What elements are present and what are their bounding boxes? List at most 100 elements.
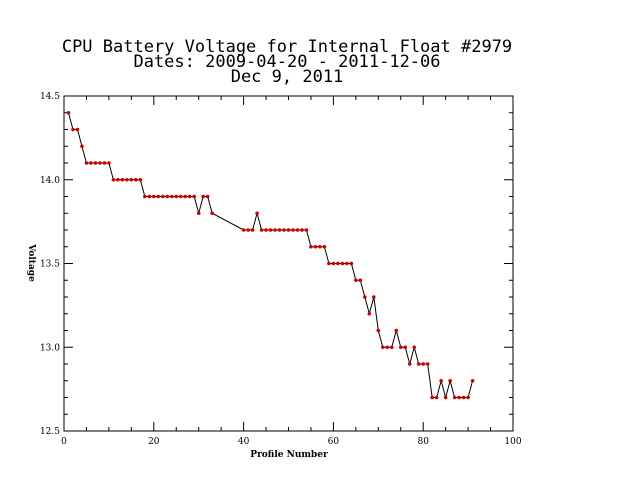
data-point [84,161,89,165]
data-point [93,161,98,165]
series-line [68,112,474,400]
data-point [443,395,448,400]
data-point [322,244,327,249]
data-point [129,177,134,182]
data-point [380,345,385,350]
data-point [304,228,309,232]
data-point [66,110,71,115]
data-point [421,362,426,366]
data-point [107,161,111,165]
data-point [349,261,354,266]
data-point [282,228,286,232]
y-tick-label: 12.5 [40,427,60,437]
plot-frame [63,95,514,432]
data-point [246,228,250,232]
x-tick-label: 20 [148,437,160,447]
data-point [250,228,255,232]
chart-title-line-1: CPU Battery Voltage for Internal Float #… [62,37,512,57]
data-point [318,244,322,249]
data-point [156,194,161,199]
chart-title-line-2: Dates: 2009-04-20 - 2011-12-06 [133,52,440,72]
data-point [416,362,421,366]
data-point [71,127,75,132]
data-point [183,194,188,199]
data-point [457,395,461,400]
data-point [358,278,363,283]
y-tick-label: 14.5 [40,92,60,102]
data-point [98,161,102,165]
data-point [192,194,197,199]
data-point [241,228,246,232]
data-point [174,194,179,199]
data-point [430,395,434,400]
data-point [178,194,183,199]
data-point [354,278,358,283]
data-point [255,211,259,216]
data-point [309,244,313,249]
data-point [394,328,399,333]
data-point [466,395,470,400]
data-point [264,228,268,232]
data-point [187,194,192,199]
x-tick-label: 60 [328,437,340,447]
y-tick-labels: 12.5 13.0 13.5 14.0 14.5 [40,92,60,437]
data-point [340,261,345,266]
data-point [273,228,277,232]
data-point [439,378,443,383]
data-point [259,228,264,232]
data-point [336,261,340,266]
axis-ticks [63,95,514,432]
data-point [138,177,143,182]
data-point [403,345,408,350]
data-point [363,295,367,299]
data-point [313,244,318,249]
data-point [160,194,165,199]
data-point [165,194,170,199]
data-point [147,194,152,199]
data-point [120,177,125,182]
data-point [143,194,147,199]
data-point [452,395,457,400]
data-point [385,345,390,350]
data-point [210,211,214,216]
y-tick-label: 13.5 [40,260,60,270]
data-point [111,177,116,182]
data-point [196,211,201,216]
data-point [152,194,156,199]
data-point [89,161,93,165]
data-point [286,228,291,232]
data-point [75,127,80,132]
x-axis-title: Profile Number [250,450,328,460]
data-point [80,144,84,149]
chart-title-line-3: Dec 9, 2011 [231,67,344,87]
data-point [102,161,107,165]
data-point [345,261,349,266]
data-point [372,295,376,299]
y-tick-label: 14.0 [40,176,60,186]
x-tick-labels: 0 20 40 60 80 100 [61,437,522,447]
data-point [461,395,466,400]
data-point [277,228,282,232]
data-point [201,194,205,199]
data-point [125,177,129,182]
x-tick-label: 80 [417,437,429,447]
y-tick-label: 13.0 [40,343,60,353]
data-point [205,194,210,199]
data-point [389,345,394,350]
data-point [331,261,336,266]
data-point [425,362,430,366]
data-point [412,345,417,350]
data-point [300,228,304,232]
x-tick-label: 40 [238,437,250,447]
y-axis-title: Voltage [26,243,36,282]
x-tick-label: 100 [504,437,521,447]
data-point [327,261,331,266]
data-point [367,311,372,316]
data-point [434,395,439,400]
data-point [448,378,452,383]
data-point [116,177,120,182]
data-point [295,228,300,232]
data-point [134,177,138,182]
